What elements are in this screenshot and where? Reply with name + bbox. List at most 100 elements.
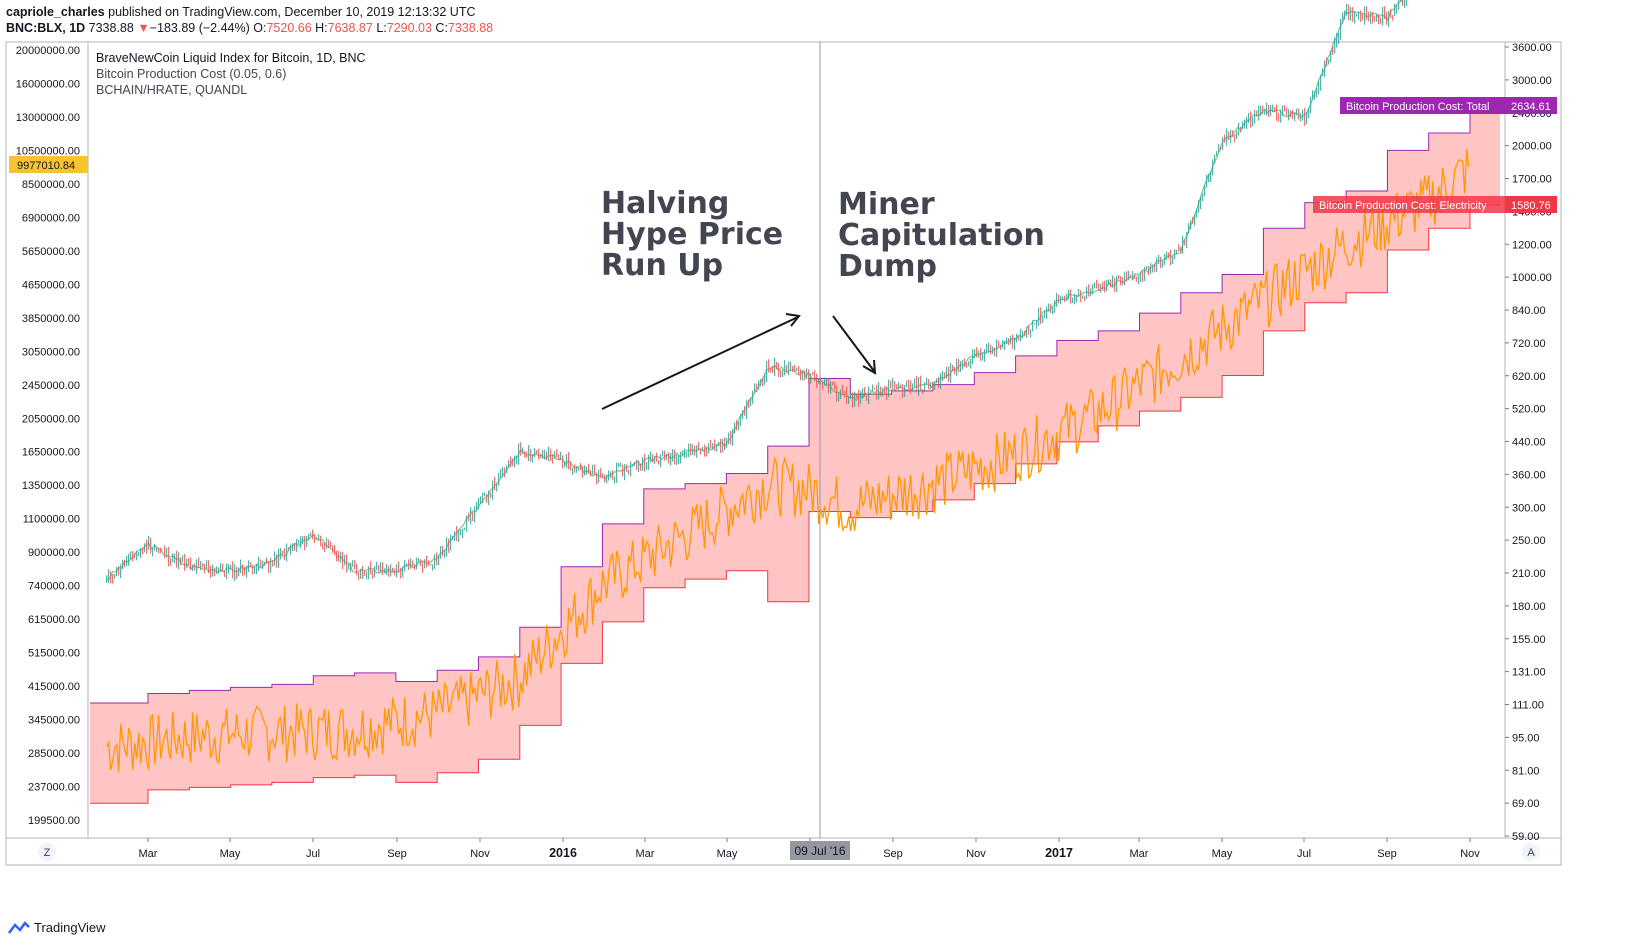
time-axis-tick-label: Mar <box>1130 848 1149 860</box>
crosshair-date-badge <box>790 841 850 860</box>
time-axis-tick-label: Sep <box>883 848 903 860</box>
left-axis-tick-label: 285000.00 <box>28 748 80 760</box>
right-axis-tick-label: 3000.00 <box>1512 75 1552 87</box>
corner-left-label[interactable]: Z <box>44 847 51 859</box>
left-axis-tick-label: 740000.00 <box>28 581 80 593</box>
total-cost-badge-label: Bitcoin Production Cost: Total <box>1346 101 1489 113</box>
annotation-halving-line2: Hype Price <box>601 217 783 252</box>
left-price-badge-value: 9977010.84 <box>17 160 75 172</box>
total-cost-badge-value: 2634.61 <box>1511 101 1551 113</box>
left-axis-tick-label: 3850000.00 <box>22 313 80 325</box>
corner-right-label[interactable]: A <box>1527 847 1535 859</box>
zoom-corner-button[interactable] <box>38 843 56 861</box>
right-axis-tick-label: 210.00 <box>1512 568 1546 580</box>
right-axis-tick-label: 2000.00 <box>1512 141 1552 153</box>
time-axis-tick-label: May <box>1212 848 1233 860</box>
annotation-arrow-down <box>832 315 877 375</box>
crosshair-date: 09 Jul '16 <box>795 844 846 858</box>
left-axis-tick-label: 1350000.00 <box>22 480 80 492</box>
annotation-halving: Halving Hype Price Run Up <box>601 186 783 283</box>
legend-production-cost[interactable]: Bitcoin Production Cost (0.05, 0.6) <box>96 67 286 81</box>
publisher-name[interactable]: capriole_charles <box>6 5 105 19</box>
time-axis-tick-label: Mar <box>139 848 158 860</box>
tradingview-brand: TradingView <box>34 920 106 935</box>
right-axis-tick-label: 155.00 <box>1512 634 1546 646</box>
time-axis-tick-label: May <box>717 848 738 860</box>
left-axis-tick-label: 900000.00 <box>28 547 80 559</box>
left-axis-tick-label: 415000.00 <box>28 681 80 693</box>
time-axis-tick-label: Sep <box>387 848 407 860</box>
left-price-axis[interactable]: 20000000.00 16000000.00 13000000.00 1050000… <box>16 45 80 827</box>
last-price: 7338.88 <box>88 21 134 35</box>
time-axis-tick-label: Sep <box>1377 848 1397 860</box>
left-price-badge: 9977010.84 <box>9 156 88 173</box>
right-axis-tick-label: 440.00 <box>1512 437 1546 449</box>
time-axis-tick-label: Nov <box>966 848 986 860</box>
time-axis[interactable]: Mar May Jul Sep Nov 2016 Mar May Jul Sep Nov 2017 Ma… <box>139 838 1481 860</box>
right-axis-tick-label: 111.00 <box>1512 700 1544 712</box>
left-axis-tick-label: 4650000.00 <box>22 279 80 291</box>
tradingview-logo-icon <box>8 920 30 934</box>
annotation-miner-line2: Capitulation <box>838 218 1045 253</box>
right-axis-tick-label: 300.00 <box>1512 502 1546 514</box>
left-axis-tick-label: 16000000.00 <box>16 78 80 90</box>
price-candles <box>106 0 1408 584</box>
price-average-line <box>106 0 1404 581</box>
change-arrow-icon: ▼ <box>137 21 150 35</box>
right-axis-tick-label: 3600.00 <box>1512 42 1552 54</box>
auto-scale-button[interactable] <box>1522 843 1540 861</box>
right-axis-tick-label: 250.00 <box>1512 535 1546 547</box>
right-axis-tick-label: 59.00 <box>1512 831 1540 843</box>
production-cost-total-line <box>90 106 1500 704</box>
left-axis-tick-label: 515000.00 <box>28 648 80 660</box>
annotation-halving-line3: Run Up <box>601 248 723 283</box>
chart-header: capriole_charles published on TradingVie… <box>6 4 493 36</box>
left-axis-tick-label: 2450000.00 <box>22 380 80 392</box>
hashrate-series-line <box>106 149 1470 772</box>
right-axis-tick-label: 180.00 <box>1512 601 1546 613</box>
high-value: 7638.87 <box>327 21 373 35</box>
time-axis-tick-label: Nov <box>470 848 490 860</box>
chart-frame <box>5 41 1562 866</box>
publish-info: capriole_charles published on TradingVie… <box>6 4 493 20</box>
left-axis-tick-label: 345000.00 <box>28 715 80 727</box>
legend-main-series[interactable]: BraveNewCoin Liquid Index for Bitcoin, 1… <box>96 51 366 65</box>
annotation-miner-line1: Miner <box>838 187 935 222</box>
right-axis-tick-label: 720.00 <box>1512 338 1546 350</box>
annotation-arrow-up <box>601 313 801 410</box>
left-axis-tick-label: 10500000.00 <box>16 145 80 157</box>
time-axis-tick-label: Mar <box>636 848 655 860</box>
left-axis-tick-label: 13000000.00 <box>16 112 80 124</box>
tradingview-logo[interactable]: TradingView <box>8 920 106 935</box>
low-label: L: <box>376 21 387 35</box>
electricity-cost-badge: Bitcoin Production Cost: Electricity 158… <box>1313 196 1557 213</box>
production-cost-band <box>90 106 1500 804</box>
right-axis-tick-label: 1000.00 <box>1512 272 1552 284</box>
left-axis-tick-label: 615000.00 <box>28 614 80 626</box>
right-axis-tick-label: 360.00 <box>1512 469 1546 481</box>
right-axis-tick-label: 1200.00 <box>1512 239 1552 251</box>
annotation-miner: Miner Capitulation Dump <box>838 187 1045 284</box>
right-axis-tick-label: 1700.00 <box>1512 174 1552 186</box>
legend-hashrate[interactable]: BCHAIN/HRATE, QUANDL <box>96 83 247 97</box>
right-price-axis[interactable]: 3600.003000.002400.002000.001700.001400.… <box>1505 42 1552 843</box>
plot-area[interactable] <box>90 0 1500 804</box>
right-axis-tick-label: 95.00 <box>1512 732 1540 744</box>
left-axis-tick-label: 3050000.00 <box>22 346 80 358</box>
left-axis-tick-label: 1100000.00 <box>23 514 80 526</box>
left-axis-tick-label: 8500000.00 <box>22 179 80 191</box>
left-axis-tick-label: 20000000.00 <box>16 45 80 57</box>
open-label: O: <box>253 21 267 35</box>
right-axis-tick-label: 620.00 <box>1512 371 1546 383</box>
left-axis-tick-label: 1650000.00 <box>22 447 80 459</box>
change-value: −183.89 (−2.44%) <box>149 21 250 35</box>
electricity-cost-badge-value: 1580.76 <box>1511 200 1551 212</box>
ohlc-row: BNC:BLX, 1D 7338.88 ▼−183.89 (−2.44%) O:… <box>6 20 493 36</box>
time-axis-tick-label: Jul <box>306 848 320 860</box>
low-value: 7290.03 <box>386 21 432 35</box>
time-axis-tick-label: 2016 <box>549 846 577 860</box>
time-axis-tick-label: Jul <box>1297 848 1311 860</box>
annotation-miner-line3: Dump <box>838 249 937 284</box>
right-axis-tick-label: 69.00 <box>1512 798 1540 810</box>
